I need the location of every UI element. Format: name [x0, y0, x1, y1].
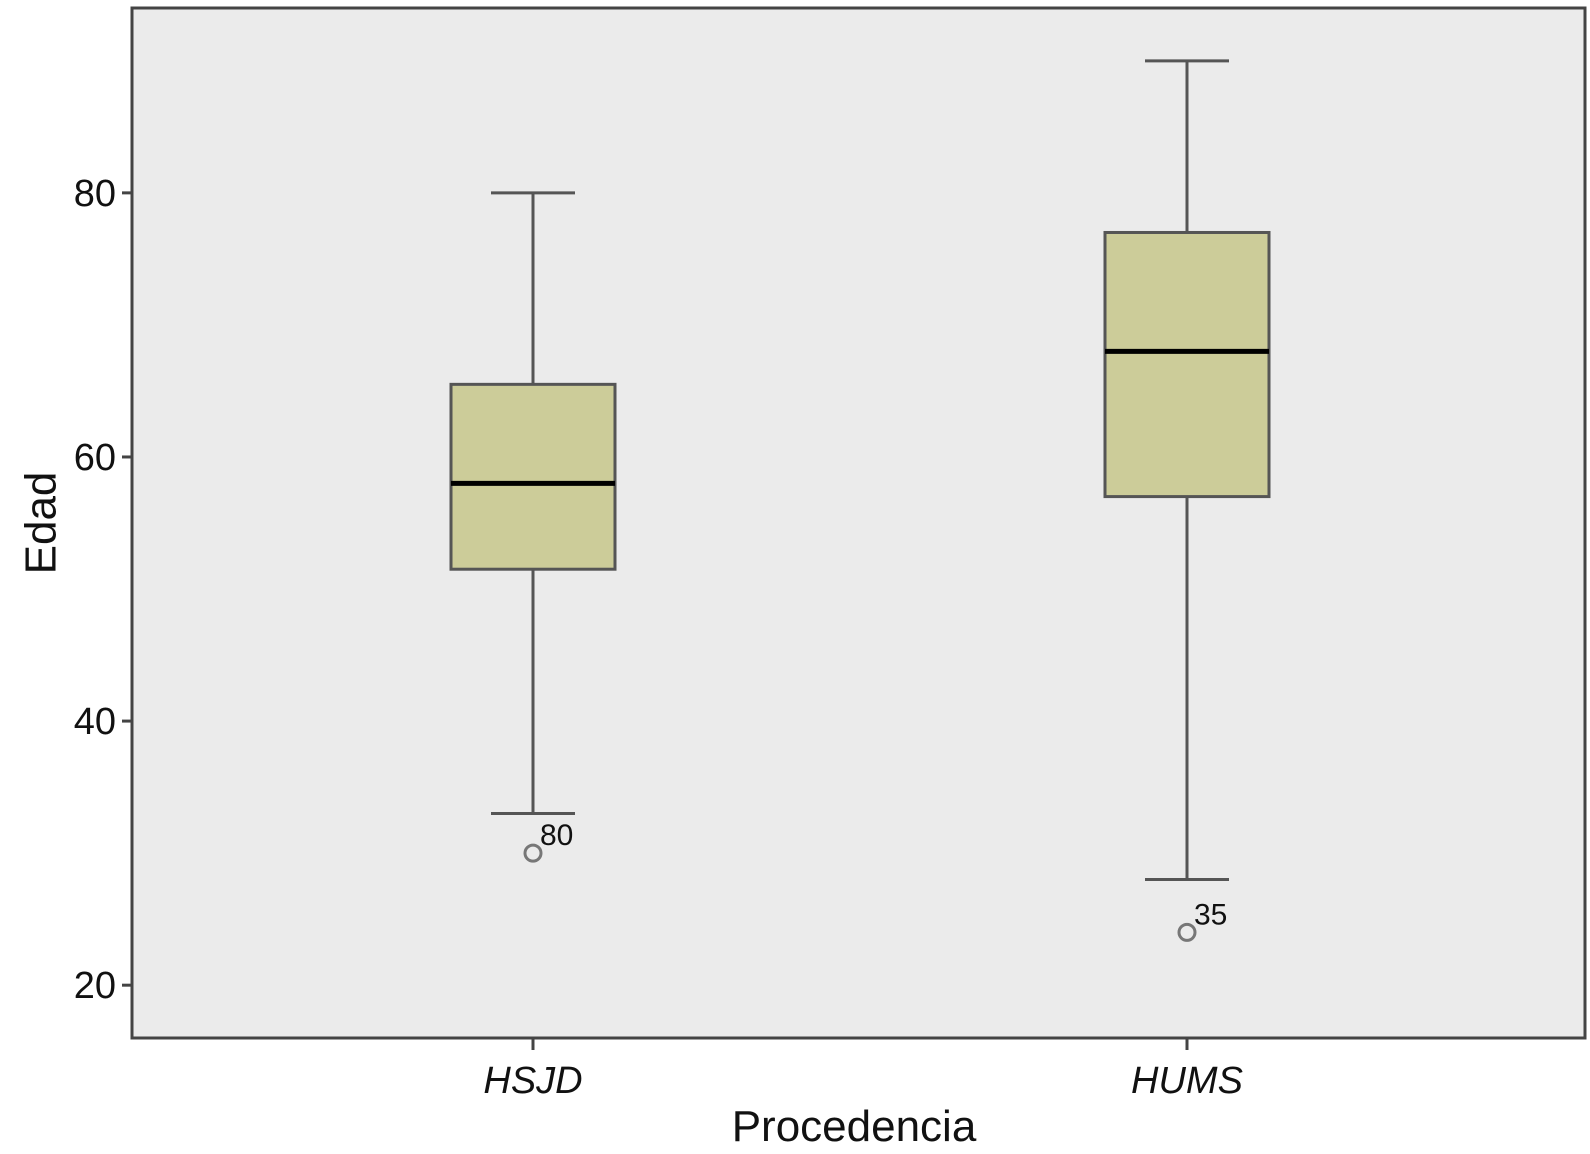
box-hsjd: 80: [449, 191, 617, 863]
iqr-box: [449, 382, 617, 571]
x-axis-title: Procedencia: [732, 1102, 977, 1151]
x-tick-label: HSJD: [483, 1060, 582, 1102]
y-tick-label: 40: [74, 701, 116, 743]
box-hums: 35: [1103, 59, 1271, 942]
y-axis-title: Edad: [16, 472, 65, 575]
outlier-point: [1177, 922, 1197, 942]
outlier-point: [523, 843, 543, 863]
outlier-label: 80: [540, 819, 573, 852]
x-tick-label: HUMS: [1131, 1060, 1243, 1102]
box-series: 80 35: [449, 59, 1271, 942]
y-tick-label: 80: [74, 173, 116, 215]
outlier-label: 35: [1194, 898, 1227, 931]
y-tick-label: 60: [74, 437, 116, 479]
y-tick-label: 20: [74, 965, 116, 1007]
x-axis-ticks: HSJD HUMS: [483, 1038, 1243, 1102]
plot-area: [130, 6, 1587, 1040]
iqr-box: [1103, 230, 1271, 499]
y-axis-ticks: 20 40 60 80: [74, 173, 132, 1007]
